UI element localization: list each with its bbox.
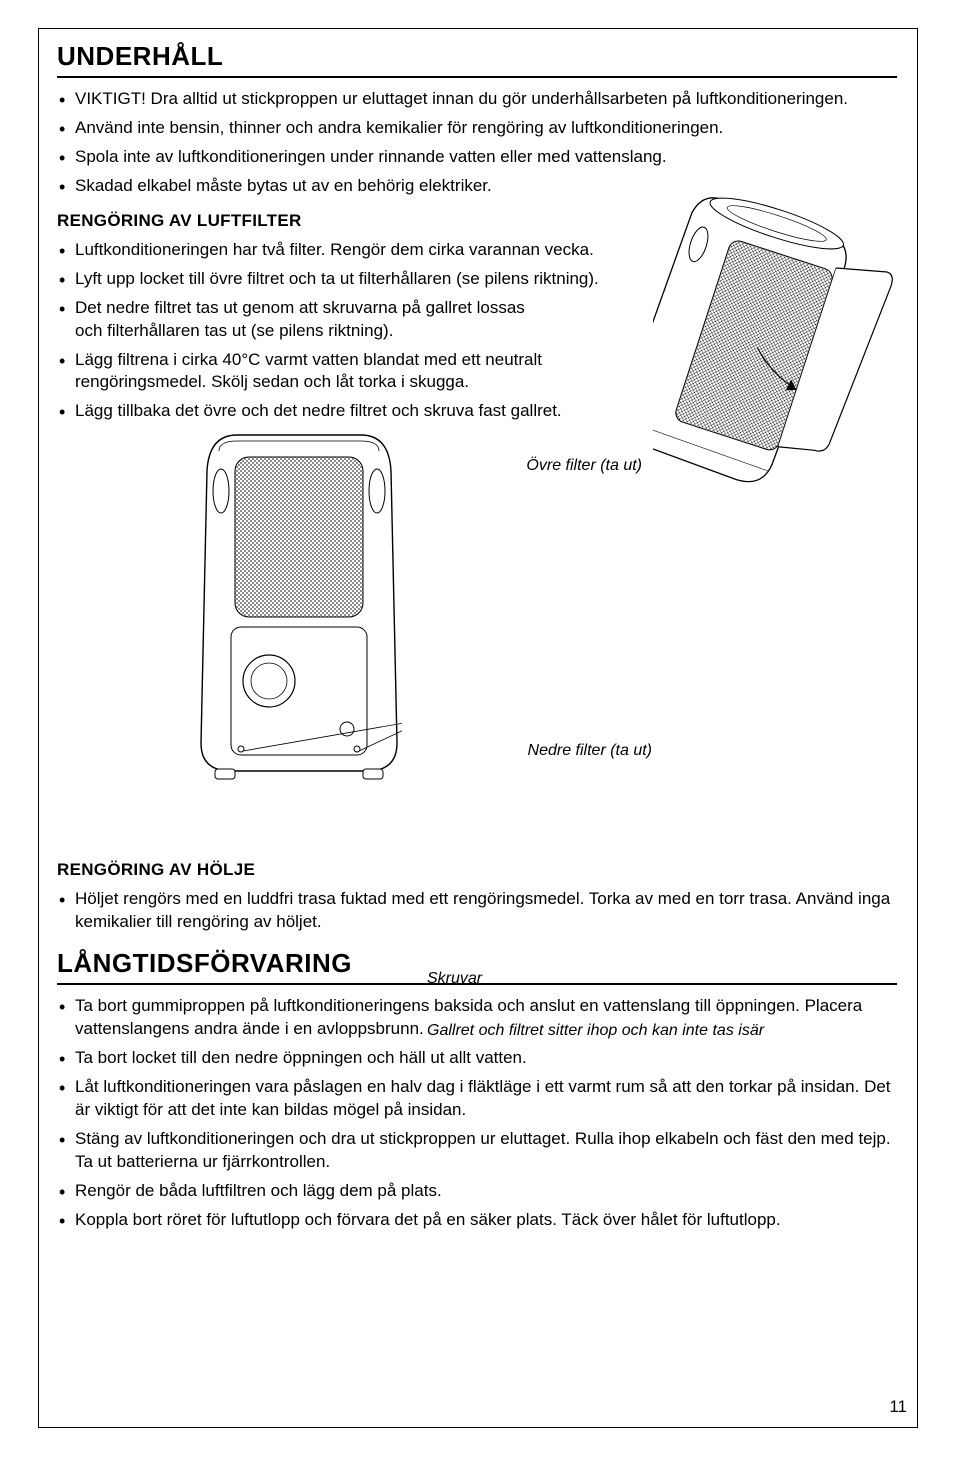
list-item: Lägg filtrena i cirka 40°C varmt vatten …	[57, 349, 647, 395]
heading-holje: RENGÖRING AV HÖLJE	[57, 859, 897, 882]
list-item: Låt luftkonditioneringen vara påslagen e…	[57, 1076, 897, 1122]
list-item: Ta bort gummiproppen på luftkonditioneri…	[57, 995, 897, 1041]
list-item: Rengör de båda luftfiltren och lägg dem …	[57, 1180, 897, 1203]
list-item: Ta bort locket till den nedre öppningen …	[57, 1047, 897, 1070]
illustration-bottom-filter	[197, 431, 402, 791]
label-ovre-filter: Övre filter (ta ut)	[526, 455, 642, 477]
list-item: Det nedre filtret tas ut genom att skruv…	[57, 297, 537, 343]
heading-maintenance: UNDERHÅLL	[57, 39, 897, 78]
page-number: 11	[889, 1396, 907, 1419]
label-nedre-filter: Nedre filter (ta ut)	[528, 740, 652, 762]
list-item: VIKTIGT! Dra alltid ut stickproppen ur e…	[57, 88, 897, 111]
list-item: Luftkonditioneringen har två filter. Ren…	[57, 239, 647, 262]
list-item: Koppla bort röret för luftutlopp och för…	[57, 1209, 897, 1232]
list-item: Lyft upp locket till övre filtret och ta…	[57, 268, 647, 291]
list-item: Höljet rengörs med en luddfri trasa fukt…	[57, 888, 897, 934]
filter-list: Luftkonditioneringen har två filter. Ren…	[57, 239, 647, 424]
list-item: Lägg tillbaka det övre och det nedre fil…	[57, 400, 577, 423]
list-item: Använd inte bensin, thinner och andra ke…	[57, 117, 897, 140]
illustration-top-filter	[653, 160, 903, 490]
holje-list: Höljet rengörs med en luddfri trasa fukt…	[57, 888, 897, 934]
label-skruvar: Skruvar	[427, 968, 482, 990]
list-item: Stäng av luftkonditioneringen och dra ut…	[57, 1128, 897, 1174]
storage-list: Ta bort gummiproppen på luftkonditioneri…	[57, 995, 897, 1231]
